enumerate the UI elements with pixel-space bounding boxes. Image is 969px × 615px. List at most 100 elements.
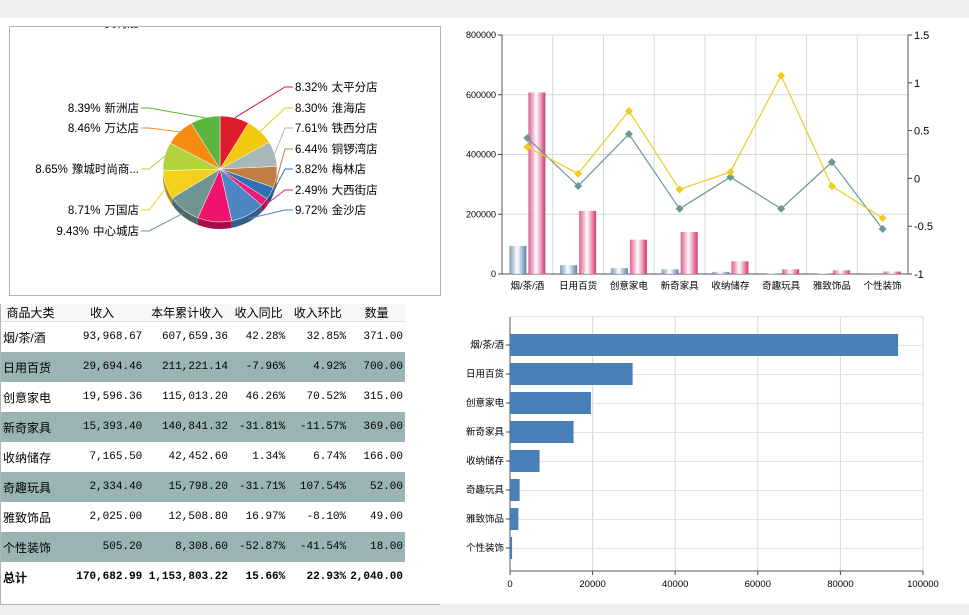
hbar[interactable] xyxy=(510,537,513,559)
table-row[interactable]: 新奇家具 15,393.40 140,841.32 -31.81% -11.57% 369… xyxy=(1,412,405,442)
table-body: 烟/茶/酒 93,968.67 607,659.36 42.28% 32.85% 371.… xyxy=(1,322,405,593)
combo-line-point[interactable] xyxy=(523,142,532,151)
combo-bar[interactable] xyxy=(560,265,578,274)
combo-bar[interactable] xyxy=(782,269,800,274)
column-header-income[interactable]: 收入 xyxy=(60,304,145,322)
pie-slice-side xyxy=(172,197,198,225)
combo-line-point[interactable] xyxy=(624,130,633,139)
hbar[interactable] xyxy=(510,479,520,501)
combo-bar[interactable] xyxy=(528,92,546,275)
column-header-quantity[interactable]: 数量 xyxy=(348,304,405,322)
combo-line-point[interactable] xyxy=(675,204,684,213)
hbar[interactable] xyxy=(510,421,574,443)
combo-line-point[interactable] xyxy=(675,185,684,194)
combo-line-point[interactable] xyxy=(523,133,532,142)
value-cell: 29,694.46 xyxy=(60,352,145,382)
combo-line-point[interactable] xyxy=(827,158,836,167)
category-cell: 新奇家具 xyxy=(1,412,61,442)
value-cell: 22.93% xyxy=(306,571,347,583)
combo-bar[interactable] xyxy=(832,270,850,274)
table-row[interactable]: 雅致饰品 2,025.00 12,508.80 16.97% -8.10% 49.00 xyxy=(1,502,405,532)
column-header-yoy[interactable]: 收入同比 xyxy=(229,304,288,322)
combo-bar[interactable] xyxy=(629,239,647,274)
hbar[interactable] xyxy=(510,508,519,530)
table-row[interactable]: 收纳储存 7,165.50 42,452.60 1.34% 6.74% 166.00 xyxy=(1,442,405,472)
pie-leader-line xyxy=(141,212,184,232)
value-cell: 42,452.60 xyxy=(168,451,228,463)
hbar[interactable] xyxy=(510,363,633,385)
category-cell: 奇趣玩具 xyxy=(1,472,61,502)
value-cell: -52.87% xyxy=(229,532,288,562)
pie-slice-label: 7.61% 铁西分店 xyxy=(295,121,378,135)
category-tick-label: 日用百货 xyxy=(466,368,504,380)
value-cell: 315.00 xyxy=(363,391,403,403)
pie-slice-name: 新洲店 xyxy=(105,101,140,115)
combo-bar[interactable] xyxy=(579,210,597,274)
combo-bar[interactable] xyxy=(610,268,628,274)
store-share-pie-chart: 8.32% 太平分店 8.30% 淮海店 7.61% 铁西分店 6.44% 铜锣湾店 3.82%… xyxy=(35,16,378,238)
combo-bar[interactable] xyxy=(763,273,781,274)
pie-slice-percent: 8.65% xyxy=(35,164,68,176)
combo-line-point[interactable] xyxy=(726,167,735,176)
category-tick-label: 奇趣玩具 xyxy=(466,484,505,496)
pie-leader-line xyxy=(141,107,206,119)
combo-bar[interactable] xyxy=(680,231,698,274)
left-axis-tick-label: 400000 xyxy=(466,150,496,160)
pie-slice-percent: 6.44% xyxy=(295,144,328,156)
combo-line-point[interactable] xyxy=(574,169,583,178)
combo-line-point[interactable] xyxy=(878,214,887,223)
value-cell: 19,596.36 xyxy=(82,391,143,403)
value-cell: 16.97% xyxy=(245,511,286,523)
pie-slice-label: 9.65% 员村店 xyxy=(68,27,139,30)
pie-slice-label: 2.49% 大西街店 xyxy=(295,183,378,197)
combo-line-point[interactable] xyxy=(777,204,786,213)
combo-bar[interactable] xyxy=(661,269,679,274)
combo-line-point[interactable] xyxy=(624,106,633,115)
pie-slice-percent: 2.49% xyxy=(295,185,328,197)
value-cell: 70.52% xyxy=(306,391,347,403)
hbar[interactable] xyxy=(510,392,591,414)
combo-bar[interactable] xyxy=(883,271,901,274)
combo-line-point[interactable] xyxy=(574,182,583,191)
table-row[interactable]: 日用百货 29,694.46 211,221.14 -7.96% 4.92% 700.00 xyxy=(1,352,405,382)
pie-slice[interactable] xyxy=(190,115,221,170)
pie-slice-name: 梅林店 xyxy=(332,162,367,176)
table-row[interactable]: 个性装饰 505.20 8,308.60 -52.87% -41.54% 18.00 xyxy=(1,532,405,562)
pie-slice-name: 豫城时尚商... xyxy=(72,162,139,176)
pie-slice-percent: 9.72% xyxy=(295,205,328,217)
combo-bar[interactable] xyxy=(509,245,527,274)
value-cell: 32.85% xyxy=(306,331,347,343)
value-cell: -11.57% xyxy=(287,412,349,442)
value-cell: 2,334.40 xyxy=(60,472,145,502)
hbar[interactable] xyxy=(510,450,540,472)
combo-line-point[interactable] xyxy=(726,173,735,182)
pie-leader-line xyxy=(274,127,293,155)
category-tick-label: 收纳储存 xyxy=(466,455,505,467)
value-cell: 46.26% xyxy=(245,391,286,403)
combo-line-point[interactable] xyxy=(777,71,786,80)
hbar[interactable] xyxy=(510,334,899,356)
income-combo-chart: 0 200000 400000 600000 800000 -1 -0.5 0 0.5 1 1.5 烟… xyxy=(466,30,933,292)
table-row[interactable]: 创意家电 19,596.36 115,013.20 46.26% 70.52% 315.0… xyxy=(1,382,405,412)
category-income-table: 商品大类 收入 本年累计收入 收入同比 收入环比 数量 烟/茶/酒 93,968.… xyxy=(1,304,405,592)
pie-leader-line xyxy=(264,189,293,207)
combo-bar[interactable] xyxy=(813,273,831,274)
left-axis-tick-label: 600000 xyxy=(466,90,496,100)
value-cell: 107.54% xyxy=(287,472,349,502)
table-row[interactable]: 烟/茶/酒 93,968.67 607,659.36 42.28% 32.85% 371.… xyxy=(1,322,405,353)
value-cell: 1.34% xyxy=(252,451,286,463)
pie-slice-percent: 8.32% xyxy=(295,82,328,94)
combo-bar[interactable] xyxy=(712,271,730,274)
combo-line-point[interactable] xyxy=(878,224,887,233)
column-header-ytd-income[interactable]: 本年累计收入 xyxy=(144,304,230,322)
pie-slice-label: 3.82% 梅林店 xyxy=(295,162,366,176)
combo-bar[interactable] xyxy=(731,261,749,274)
pie-slice-percent: 8.39% xyxy=(68,103,101,115)
column-header-mom[interactable]: 收入环比 xyxy=(287,304,349,322)
combo-line-point[interactable] xyxy=(827,182,836,191)
column-header-category[interactable]: 商品大类 xyxy=(1,304,61,322)
left-axis-tick-label: 200000 xyxy=(466,209,496,219)
table-row[interactable]: 奇趣玩具 2,334.40 15,798.20 -31.71% 107.54% 52.00 xyxy=(1,472,405,502)
pie-slice-label: 8.46% 万达店 xyxy=(68,121,139,135)
total-row[interactable]: 总计 170,682.99 1,153,803.22 15.66% 22.93% 2,04… xyxy=(1,562,405,592)
